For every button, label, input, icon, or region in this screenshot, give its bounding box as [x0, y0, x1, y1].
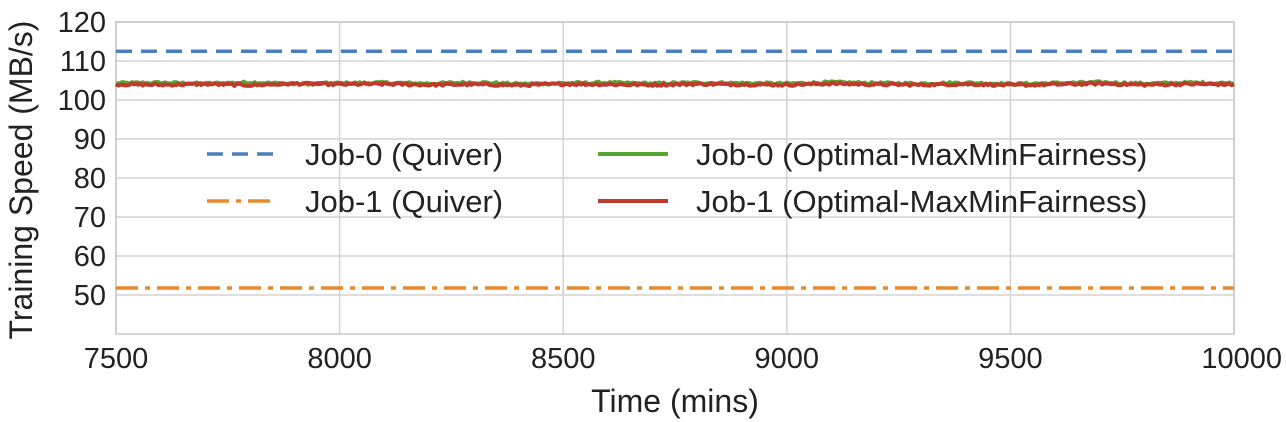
y-tick-label: 120: [58, 7, 106, 39]
legend: Job-0 (Quiver) Job-1 (Quiver) Job-0 (Optim…: [207, 137, 1147, 219]
y-axis-label: Training Speed (MB/s): [3, 21, 39, 340]
x-tick-label: 8000: [307, 343, 372, 375]
y-tick-label: 110: [60, 46, 106, 78]
y-tick-label: 60: [74, 241, 106, 273]
legend-label: Job-0 (Optimal-MaxMinFairness): [696, 137, 1147, 172]
y-tick-label: 80: [74, 163, 106, 195]
x-tick-label: 8500: [531, 343, 596, 375]
y-tick-label: 100: [58, 85, 106, 117]
x-tick-label: 9000: [755, 343, 820, 375]
series-layer: [114, 49, 1235, 290]
series-line-4: [114, 80, 1235, 88]
y-tick-label: 90: [74, 124, 106, 156]
x-tick-label: 9500: [978, 343, 1043, 375]
x-tick-label: 7500: [84, 343, 149, 375]
legend-label: Job-1 (Optimal-MaxMinFairness): [696, 184, 1147, 219]
tick-labels: 50 60 70 80 90 100 110 120 7500 8000 8500 9000 9500 1…: [58, 7, 1282, 375]
legend-label: Job-0 (Quiver): [305, 137, 503, 172]
y-tick-label: 50: [74, 280, 106, 312]
x-axis-label: Time (mins): [591, 383, 759, 419]
plot-frame: [115, 21, 1235, 335]
y-tick-label: 70: [74, 202, 106, 234]
x-tick-label: 10000: [1201, 343, 1282, 375]
legend-label: Job-1 (Quiver): [305, 184, 503, 219]
